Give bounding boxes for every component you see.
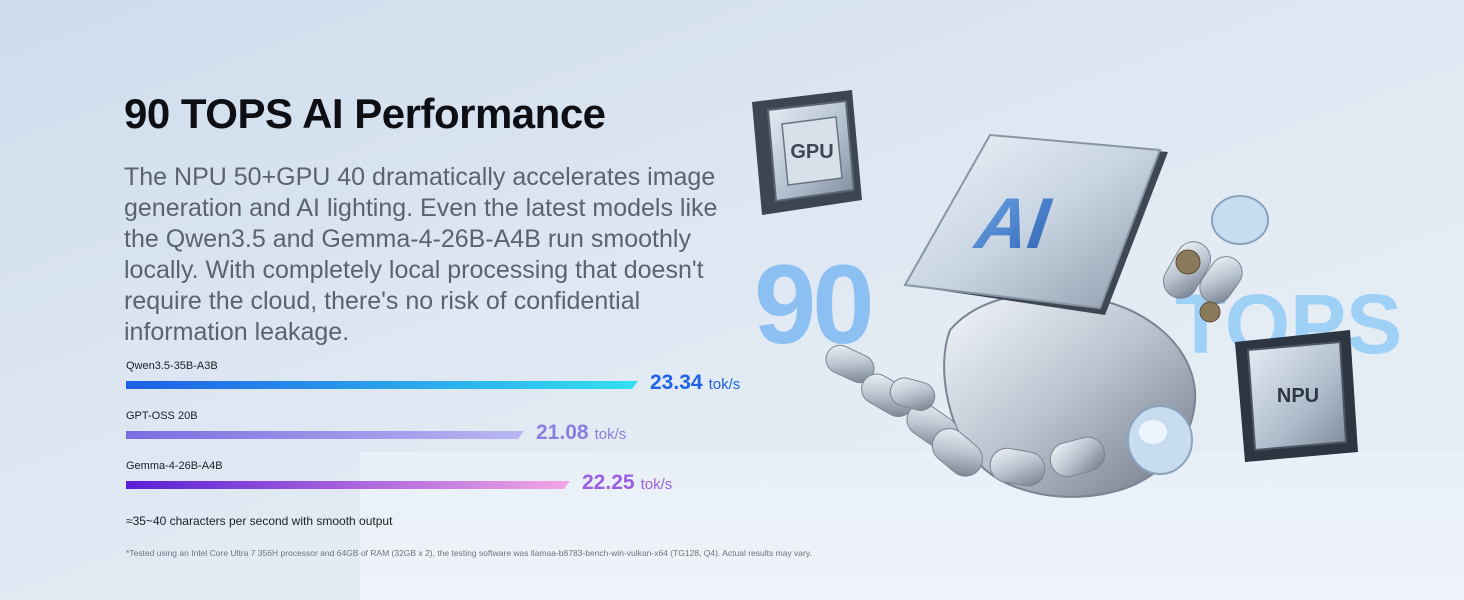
bar-value-3: 22.25 tok/s bbox=[582, 471, 672, 495]
gpu-chip-icon: GPU bbox=[752, 90, 862, 215]
chars-per-second-note: ≈35~40 characters per second with smooth… bbox=[126, 514, 393, 528]
bar-value-number: 21.08 bbox=[536, 421, 589, 444]
bar-value-number: 23.34 bbox=[650, 371, 703, 394]
bar-label-2: GPT-OSS 20B bbox=[126, 410, 198, 422]
bar-value-unit: tok/s bbox=[640, 476, 673, 493]
page-description: The NPU 50+GPU 40 dramatically accelerat… bbox=[124, 163, 718, 346]
bar-value-unit: tok/s bbox=[708, 376, 741, 393]
big-90-text: 90 bbox=[754, 242, 875, 367]
bar-value-number: 22.25 bbox=[582, 471, 635, 494]
bar-2 bbox=[126, 431, 524, 439]
bar-label-1: Qwen3.5-35B-A3B bbox=[126, 360, 218, 372]
gpu-chip-label: GPU bbox=[790, 141, 833, 163]
ai-chip-icon: AI bbox=[903, 133, 1168, 315]
bar-label-3: Gemma-4-26B-A4B bbox=[126, 460, 223, 472]
bar-1 bbox=[126, 381, 638, 389]
bar-value-2: 21.08 tok/s bbox=[536, 421, 626, 445]
ai-chip-label: AI bbox=[969, 184, 1056, 264]
token-speed-chart: Qwen3.5-35B-A3B 23.34 tok/s GPT-OSS 20B 21.0… bbox=[124, 360, 824, 500]
npu-chip-label: NPU bbox=[1277, 385, 1319, 407]
test-footnote: *Tested using an Intel Core Ultra 7 356H… bbox=[126, 548, 812, 558]
npu-chip-icon: NPU bbox=[1235, 330, 1358, 462]
ai-hand-artwork: GPU NPU AI bbox=[752, 90, 1358, 498]
bar-value-1: 23.34 tok/s bbox=[650, 371, 740, 395]
robot-hand-icon bbox=[825, 195, 1269, 498]
bar-3 bbox=[126, 481, 570, 489]
bar-value-unit: tok/s bbox=[594, 426, 627, 443]
page-title: 90 TOPS AI Performance bbox=[124, 90, 606, 137]
background-floor bbox=[360, 452, 1464, 600]
